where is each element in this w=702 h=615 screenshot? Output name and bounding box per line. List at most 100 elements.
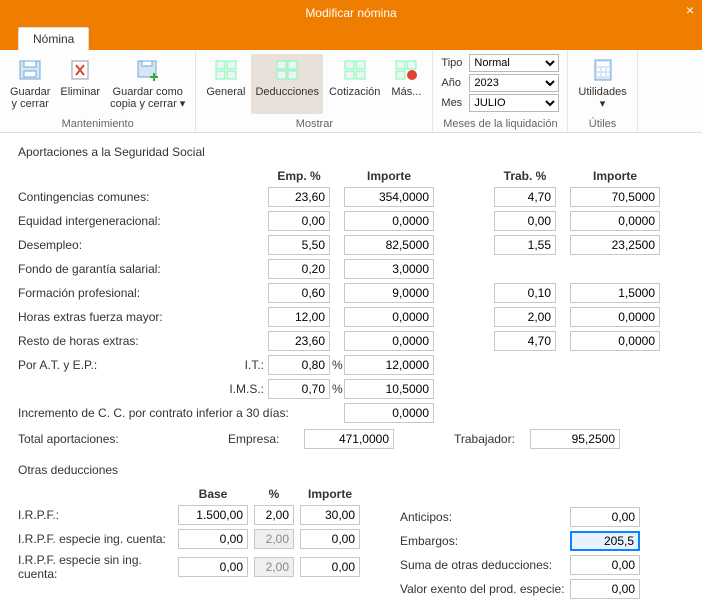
ss-row-label: Horas extras fuerza mayor: [18, 310, 228, 324]
it-imp-input[interactable] [344, 355, 434, 375]
trab-pct-input[interactable] [494, 235, 556, 255]
general-label: General [206, 86, 245, 112]
right-row: Valor exento del prod. especie: [400, 579, 684, 599]
trabajador-input[interactable] [530, 429, 620, 449]
ss-row-label: Equidad intergeneracional: [18, 214, 228, 228]
base-input[interactable] [178, 529, 248, 549]
emp-imp-input[interactable] [344, 259, 434, 279]
trab-imp-input[interactable] [570, 331, 660, 351]
emp-pct-input[interactable] [268, 283, 330, 303]
pct-mark: % [330, 358, 344, 372]
right-row-label: Valor exento del prod. especie: [400, 582, 570, 596]
group-caption-utiles: Útiles [589, 118, 617, 130]
form-badge-icon [390, 56, 422, 84]
form-icon [210, 56, 242, 84]
imp-input[interactable] [300, 557, 360, 577]
trab-imp-input[interactable] [570, 283, 660, 303]
otras-row-label: I.R.P.F.: [18, 508, 178, 522]
tipo-select[interactable]: Normal [469, 54, 559, 72]
ss-row-label: Formación profesional: [18, 286, 228, 300]
otras-row-label: I.R.P.F. especie sin ing. cuenta: [18, 553, 178, 581]
delete-icon [64, 56, 96, 84]
emp-imp-input[interactable] [344, 235, 434, 255]
empresa-input[interactable] [304, 429, 394, 449]
cotizacion-button[interactable]: Cotización [325, 54, 384, 114]
ss-row: Formación profesional: [18, 283, 684, 303]
at-it-row: Por A.T. y E.P.: I.T.: % [18, 355, 684, 375]
emp-pct-input[interactable] [268, 235, 330, 255]
trab-pct-input[interactable] [494, 211, 556, 231]
right-row-input[interactable] [570, 507, 640, 527]
otras-row: I.R.P.F. especie ing. cuenta: [18, 529, 360, 549]
otras-left: Base % Importe I.R.P.F.:I.R.P.F. especie… [18, 487, 360, 603]
ims-label: I.M.S.: [228, 382, 268, 396]
mes-select[interactable]: JULIO [469, 94, 559, 112]
hdr-imp: Importe [300, 487, 360, 501]
group-caption-liquidacion: Meses de la liquidación [443, 118, 557, 130]
form-icon [339, 56, 371, 84]
imp-input[interactable] [300, 505, 360, 525]
save-copy-button[interactable]: Guardar como copia y cerrar ▾ [106, 54, 189, 114]
emp-imp-input[interactable] [344, 331, 434, 351]
pct-input[interactable] [254, 505, 294, 525]
otras-section-title: Otras deducciones [18, 463, 684, 477]
trab-pct-input[interactable] [494, 307, 556, 327]
emp-pct-input[interactable] [268, 307, 330, 327]
it-label: I.T.: [228, 358, 268, 372]
cotizacion-label: Cotización [329, 86, 380, 112]
trab-pct-input[interactable] [494, 331, 556, 351]
right-row-label: Embargos: [400, 534, 570, 548]
emp-imp-input[interactable] [344, 283, 434, 303]
it-pct-input[interactable] [268, 355, 330, 375]
content-area: Aportaciones a la Seguridad Social Emp. … [0, 133, 702, 615]
incremento-input[interactable] [344, 403, 434, 423]
utilidades-button[interactable]: Utilidades ▾ [574, 54, 630, 114]
tab-nomina[interactable]: Nómina [18, 27, 89, 50]
ribbon-group-liquidacion: Tipo Normal Año 2023 Mes JULIO Meses de … [433, 50, 568, 132]
trab-imp-input[interactable] [570, 235, 660, 255]
otras-row: I.R.P.F. especie sin ing. cuenta: [18, 553, 360, 581]
trab-pct-input[interactable] [494, 283, 556, 303]
imp-input[interactable] [300, 529, 360, 549]
emp-pct-input[interactable] [268, 331, 330, 351]
emp-imp-input[interactable] [344, 307, 434, 327]
delete-button[interactable]: Eliminar [56, 54, 104, 114]
mas-button[interactable]: Más... [386, 54, 426, 114]
right-row-input[interactable] [570, 555, 640, 575]
total-label: Total aportaciones: [18, 432, 228, 446]
right-row-input[interactable] [570, 579, 640, 599]
trab-pct-input[interactable] [494, 187, 556, 207]
trab-imp-input[interactable] [570, 187, 660, 207]
emp-pct-input[interactable] [268, 187, 330, 207]
emp-imp-input[interactable] [344, 187, 434, 207]
emp-imp-input[interactable] [344, 211, 434, 231]
mas-label: Más... [391, 86, 421, 112]
general-button[interactable]: General [202, 54, 249, 114]
trabajador-label: Trabajador: [454, 432, 516, 446]
otras-right: Anticipos:Embargos:Suma de otras deducci… [400, 487, 684, 603]
hdr-pct: % [254, 487, 294, 501]
otras-row: I.R.P.F.: [18, 505, 360, 525]
deducciones-button[interactable]: Deducciones [251, 54, 323, 114]
form-icon [271, 56, 303, 84]
pct-mark: % [330, 382, 344, 396]
right-row-input[interactable] [570, 531, 640, 551]
trab-imp-input[interactable] [570, 211, 660, 231]
incremento-label: Incremento de C. C. por contrato inferio… [18, 406, 344, 420]
anio-select[interactable]: 2023 [469, 74, 559, 92]
save-close-button[interactable]: Guardar y cerrar [6, 54, 54, 114]
hdr-trab-pct: Trab. % [494, 169, 556, 183]
base-input[interactable] [178, 505, 248, 525]
base-input[interactable] [178, 557, 248, 577]
ss-section-title: Aportaciones a la Seguridad Social [18, 145, 684, 159]
ims-pct-input[interactable] [268, 379, 330, 399]
ss-row: Resto de horas extras: [18, 331, 684, 351]
close-icon[interactable]: × [686, 2, 694, 18]
calculator-icon [587, 56, 619, 84]
ims-imp-input[interactable] [344, 379, 434, 399]
titlebar: Modificar nómina × [0, 0, 702, 26]
emp-pct-input[interactable] [268, 211, 330, 231]
trab-imp-input[interactable] [570, 307, 660, 327]
ss-row-label: Resto de horas extras: [18, 334, 228, 348]
emp-pct-input[interactable] [268, 259, 330, 279]
